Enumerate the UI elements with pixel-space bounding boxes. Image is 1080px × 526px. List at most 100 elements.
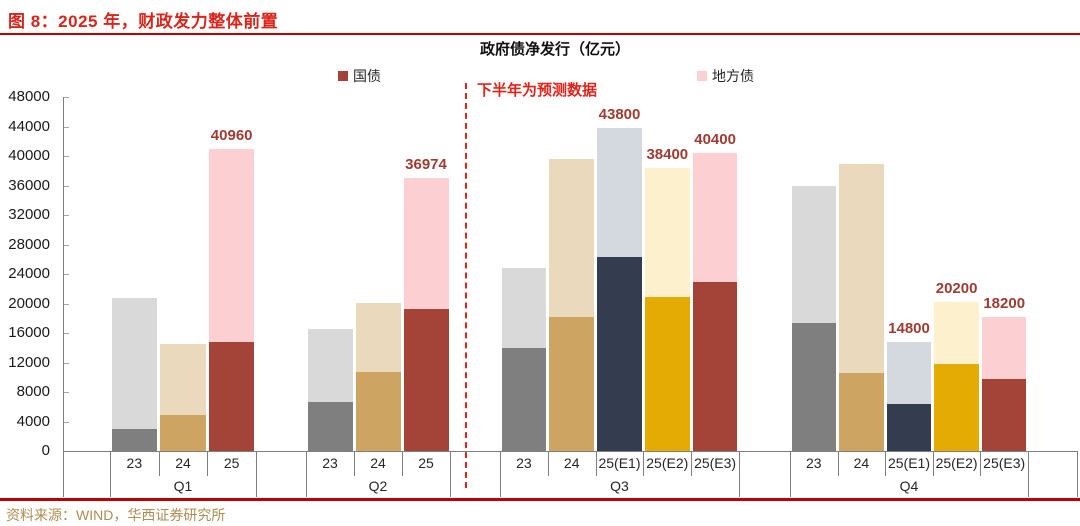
bar-segment-treasury-bond bbox=[791, 322, 837, 451]
x-tick-label-year: 25(E3) bbox=[983, 455, 1026, 471]
bar-segment-treasury-bond bbox=[307, 402, 353, 451]
bar-value-label: 38400 bbox=[646, 145, 689, 163]
x-tick-label-quarter: Q2 bbox=[368, 478, 388, 494]
x-axis-group-boundary bbox=[450, 451, 451, 497]
x-tick-label-year: 23 bbox=[322, 455, 338, 471]
bar-value-label: 36974 bbox=[405, 156, 447, 174]
x-tick-label-year: 24 bbox=[370, 455, 386, 471]
x-tick-label-quarter: Q3 bbox=[610, 478, 629, 494]
x-tick-label-year: 23 bbox=[806, 455, 822, 471]
y-tick-mark bbox=[63, 274, 69, 275]
bar-value-label: 18200 bbox=[983, 294, 1026, 312]
bar-segment-local-bond bbox=[307, 328, 353, 403]
x-tick-label-year: 25(E1) bbox=[598, 455, 641, 471]
bar-segment-local-bond bbox=[644, 167, 690, 297]
y-tick-label: 8000 bbox=[16, 383, 50, 400]
bar-segment-treasury-bond bbox=[886, 403, 932, 451]
x-tick-label-year: 24 bbox=[175, 455, 191, 471]
y-tick-mark bbox=[63, 215, 69, 216]
bar-segment-local-bond bbox=[549, 158, 595, 317]
legend-item-treasury-bond: 国债 bbox=[338, 66, 381, 86]
x-axis-cell-separator bbox=[354, 451, 355, 476]
x-axis-group-boundary bbox=[790, 451, 791, 497]
x-axis-cell-separator bbox=[980, 451, 982, 476]
bar-segment-treasury-bond bbox=[597, 257, 642, 451]
bar-segment-local-bond bbox=[791, 186, 837, 323]
local-bond-swatch-icon bbox=[697, 71, 707, 81]
x-axis-cell-separator bbox=[837, 451, 839, 476]
bar-segment-treasury-bond bbox=[355, 372, 401, 451]
bar-segment-treasury-bond bbox=[981, 378, 1027, 451]
bar-segment-local-bond bbox=[501, 268, 547, 349]
bar-segment-local-bond bbox=[355, 302, 401, 373]
x-axis-group-boundary bbox=[500, 451, 501, 497]
data-source-note: 资料来源：WIND，华西证券研究所 bbox=[6, 507, 226, 523]
y-tick-label: 44000 bbox=[8, 117, 50, 135]
treasury-bond-swatch-icon bbox=[338, 71, 348, 81]
y-tick-mark bbox=[63, 244, 69, 246]
bar-segment-local-bond bbox=[111, 298, 158, 429]
y-tick-mark bbox=[63, 156, 69, 157]
x-tick-label-year: 25(E3) bbox=[694, 455, 737, 471]
y-tick-mark bbox=[63, 333, 69, 334]
y-tick-label: 28000 bbox=[8, 235, 50, 253]
y-tick-label: 36000 bbox=[8, 176, 50, 194]
title-divider-rule bbox=[0, 33, 1080, 35]
bottom-divider-rule bbox=[0, 498, 1080, 501]
forecast-divider-dashed-line bbox=[465, 83, 467, 488]
x-tick-label-year: 25(E2) bbox=[935, 455, 978, 471]
y-tick-label: 0 bbox=[41, 442, 50, 459]
y-tick-mark bbox=[63, 185, 69, 187]
bar-segment-local-bond bbox=[839, 164, 884, 373]
legend-label-local-bond: 地方债 bbox=[712, 68, 754, 84]
y-tick-mark bbox=[63, 303, 69, 305]
x-tick-label-year: 23 bbox=[516, 455, 532, 471]
x-axis-cell-separator bbox=[595, 451, 597, 476]
bar-segment-local-bond bbox=[160, 344, 206, 415]
bar-value-label: 40960 bbox=[210, 126, 253, 144]
figure-title: 图 8：2025 年，财政发力整体前置 bbox=[8, 12, 279, 31]
bar-segment-treasury-bond bbox=[160, 414, 206, 451]
x-axis-outer-edge bbox=[1077, 451, 1078, 497]
x-axis-cell-separator bbox=[207, 451, 209, 476]
bar-value-label: 43800 bbox=[598, 105, 641, 123]
bar-segment-treasury-bond bbox=[692, 282, 738, 451]
x-axis-cell-separator bbox=[643, 451, 645, 476]
bar-segment-treasury-bond bbox=[839, 372, 884, 451]
x-tick-label-quarter: Q4 bbox=[899, 478, 919, 494]
bar-segment-treasury-bond bbox=[111, 428, 158, 451]
bar-segment-treasury-bond bbox=[549, 316, 595, 451]
bar-segment-local-bond bbox=[597, 127, 642, 258]
y-tick-mark bbox=[63, 392, 69, 393]
x-tick-label-year: 25(E1) bbox=[887, 455, 930, 471]
x-axis-cell-separator bbox=[932, 451, 934, 476]
bar-segment-treasury-bond bbox=[208, 341, 255, 451]
x-axis-cell-separator bbox=[547, 451, 549, 476]
y-tick-label: 20000 bbox=[8, 294, 50, 312]
legend-label-treasury-bond: 国债 bbox=[353, 68, 381, 84]
x-axis-group-boundary bbox=[306, 451, 307, 497]
bar-segment-local-bond bbox=[403, 178, 449, 310]
x-axis-cell-separator bbox=[158, 451, 160, 476]
y-tick-label: 12000 bbox=[8, 353, 50, 371]
x-axis-cell-separator bbox=[691, 451, 693, 476]
bar-value-label: 14800 bbox=[888, 319, 930, 337]
x-axis-cell-separator bbox=[885, 451, 887, 476]
x-tick-label-year: 23 bbox=[126, 455, 143, 471]
y-tick-mark bbox=[63, 421, 69, 423]
x-axis-group-boundary bbox=[739, 451, 740, 497]
y-tick-label: 16000 bbox=[8, 324, 50, 341]
x-axis-cell-separator bbox=[402, 451, 403, 476]
bar-segment-local-bond bbox=[934, 302, 979, 364]
bar-segment-local-bond bbox=[886, 341, 932, 404]
y-tick-label: 48000 bbox=[8, 88, 50, 105]
forecast-annotation: 下半年为预测数据 bbox=[477, 82, 598, 99]
y-tick-mark bbox=[63, 126, 69, 128]
y-axis-line bbox=[63, 97, 64, 451]
bar-segment-local-bond bbox=[692, 153, 738, 283]
bar-segment-local-bond bbox=[208, 148, 255, 342]
x-axis-group-boundary bbox=[110, 451, 111, 497]
legend-item-local-bond: 地方债 bbox=[697, 66, 754, 86]
x-axis-line bbox=[63, 451, 1077, 452]
